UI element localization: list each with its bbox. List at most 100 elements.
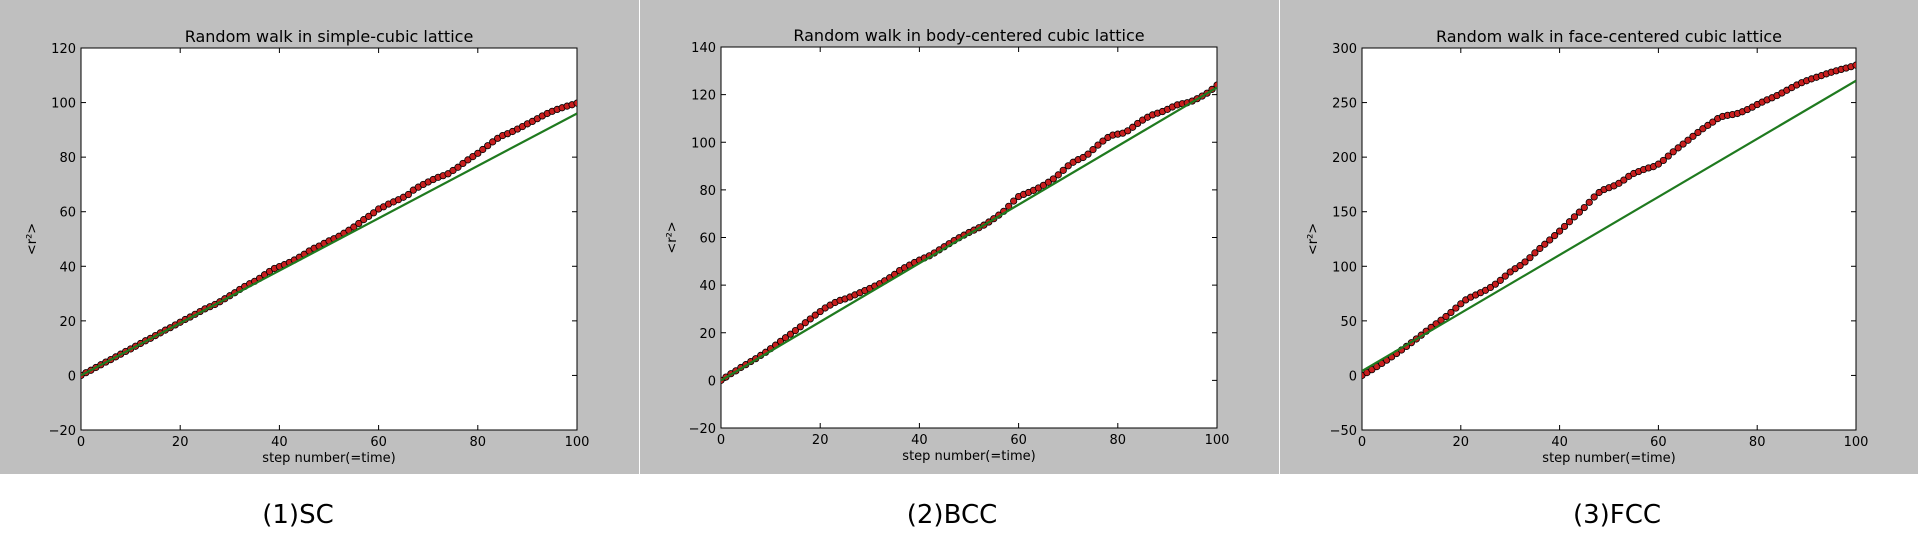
x-axis-label: step number(=time) <box>902 449 1035 464</box>
data-point <box>469 152 477 161</box>
x-tick-label: 80 <box>1749 435 1766 450</box>
data-point <box>1526 254 1534 262</box>
chart-title: Random walk in face-centered cubic latti… <box>1436 27 1782 46</box>
y-tick-label: 150 <box>1332 206 1357 221</box>
data-point <box>1699 125 1707 133</box>
panel-caption: (1)SC <box>262 500 334 530</box>
fit-line <box>1362 79 1856 373</box>
y-tick-label: 300 <box>1332 42 1357 57</box>
x-tick-label: 80 <box>470 435 487 450</box>
data-point <box>806 315 814 323</box>
y-tick-label: 100 <box>691 136 716 151</box>
y-tick-label: −50 <box>1330 424 1357 439</box>
x-tick-label: 20 <box>172 435 189 450</box>
data-point <box>365 212 373 220</box>
x-tick-label: 100 <box>565 435 590 450</box>
data-point <box>1442 312 1450 321</box>
data-point <box>781 334 790 342</box>
data-point <box>1452 304 1460 312</box>
data-point <box>360 216 368 224</box>
y-tick-label: 200 <box>1332 151 1357 166</box>
data-point <box>786 330 795 338</box>
data-point <box>1059 166 1067 174</box>
data-point <box>454 163 462 171</box>
data-point <box>1536 244 1544 253</box>
x-tick-label: 60 <box>1010 433 1027 448</box>
y-tick-label: 80 <box>699 184 716 199</box>
data-point <box>474 149 482 157</box>
x-axis-label: step number(=time) <box>1542 451 1675 466</box>
data-point <box>1010 197 1018 205</box>
data-point <box>1659 156 1667 165</box>
data-point <box>1044 178 1052 186</box>
y-tick-label: 20 <box>59 315 76 330</box>
data-point <box>1457 300 1465 308</box>
data-point <box>1501 272 1509 280</box>
data-point <box>1560 222 1569 231</box>
data-point <box>1541 240 1549 248</box>
data-point <box>1491 280 1499 288</box>
x-tick-label: 0 <box>1358 435 1366 450</box>
data-layer <box>721 81 1217 384</box>
data-point <box>1079 153 1087 162</box>
data-point <box>444 170 452 178</box>
y-tick-label: 80 <box>59 151 76 166</box>
y-tick-label: 40 <box>699 279 716 294</box>
y-tick-label: 120 <box>691 89 716 104</box>
data-point <box>1084 150 1092 158</box>
data-point <box>1531 249 1539 257</box>
data-point <box>355 219 363 228</box>
x-axis-label: step number(=time) <box>262 451 395 466</box>
y-tick-label: 60 <box>59 206 76 221</box>
data-point <box>1669 148 1677 156</box>
data-point <box>484 142 492 150</box>
data-point <box>791 327 800 335</box>
y-tick-label: 100 <box>51 97 76 112</box>
data-point <box>489 138 497 146</box>
y-axis-label: <r²> <box>25 223 40 255</box>
data-point <box>479 145 487 154</box>
data-point <box>1709 118 1717 126</box>
panel-sc: Random walk in simple-cubic lattice 0 20 40… <box>0 0 639 530</box>
y-tick-label: −20 <box>49 424 76 439</box>
data-layer <box>81 99 577 380</box>
x-tick-label: 40 <box>911 433 928 448</box>
data-point <box>1704 121 1712 129</box>
panel-fcc: Random walk in face-centered cubic latti… <box>1280 0 1918 530</box>
data-point <box>1054 171 1062 179</box>
data-point <box>1049 175 1057 183</box>
data-point <box>1580 203 1588 212</box>
data-point <box>1089 146 1097 154</box>
x-tick-label: 60 <box>370 435 387 450</box>
data-point <box>1134 119 1142 128</box>
y-tick-label: 20 <box>699 327 716 342</box>
data-point <box>1551 232 1559 240</box>
y-tick-label: 0 <box>68 369 76 384</box>
data-point <box>1124 127 1132 135</box>
data-point <box>1615 179 1623 187</box>
data-point <box>1486 283 1495 292</box>
y-tick-label: 120 <box>51 42 76 57</box>
x-tick-label: 80 <box>1110 433 1127 448</box>
y-tick-label: 0 <box>708 374 716 389</box>
data-point <box>1674 144 1682 152</box>
panel-caption: (2)BCC <box>907 500 998 530</box>
chart-title: Random walk in body-centered cubic latti… <box>793 26 1144 45</box>
y-tick-label: −20 <box>689 422 716 437</box>
data-point <box>1679 140 1687 148</box>
x-tick-label: 0 <box>717 433 725 448</box>
y-tick-label: 140 <box>691 41 716 56</box>
plot-area <box>720 46 1218 429</box>
fit-line <box>721 86 1217 382</box>
data-point <box>370 209 378 217</box>
fit-line <box>81 112 577 377</box>
data-point <box>1684 136 1692 144</box>
panel-caption: (3)FCC <box>1573 500 1661 530</box>
data-point <box>404 190 412 199</box>
y-tick-label: 50 <box>1340 315 1357 330</box>
data-point <box>1664 152 1672 160</box>
data-point <box>1565 218 1574 226</box>
data-point <box>1546 236 1554 244</box>
data-point <box>1556 227 1564 235</box>
